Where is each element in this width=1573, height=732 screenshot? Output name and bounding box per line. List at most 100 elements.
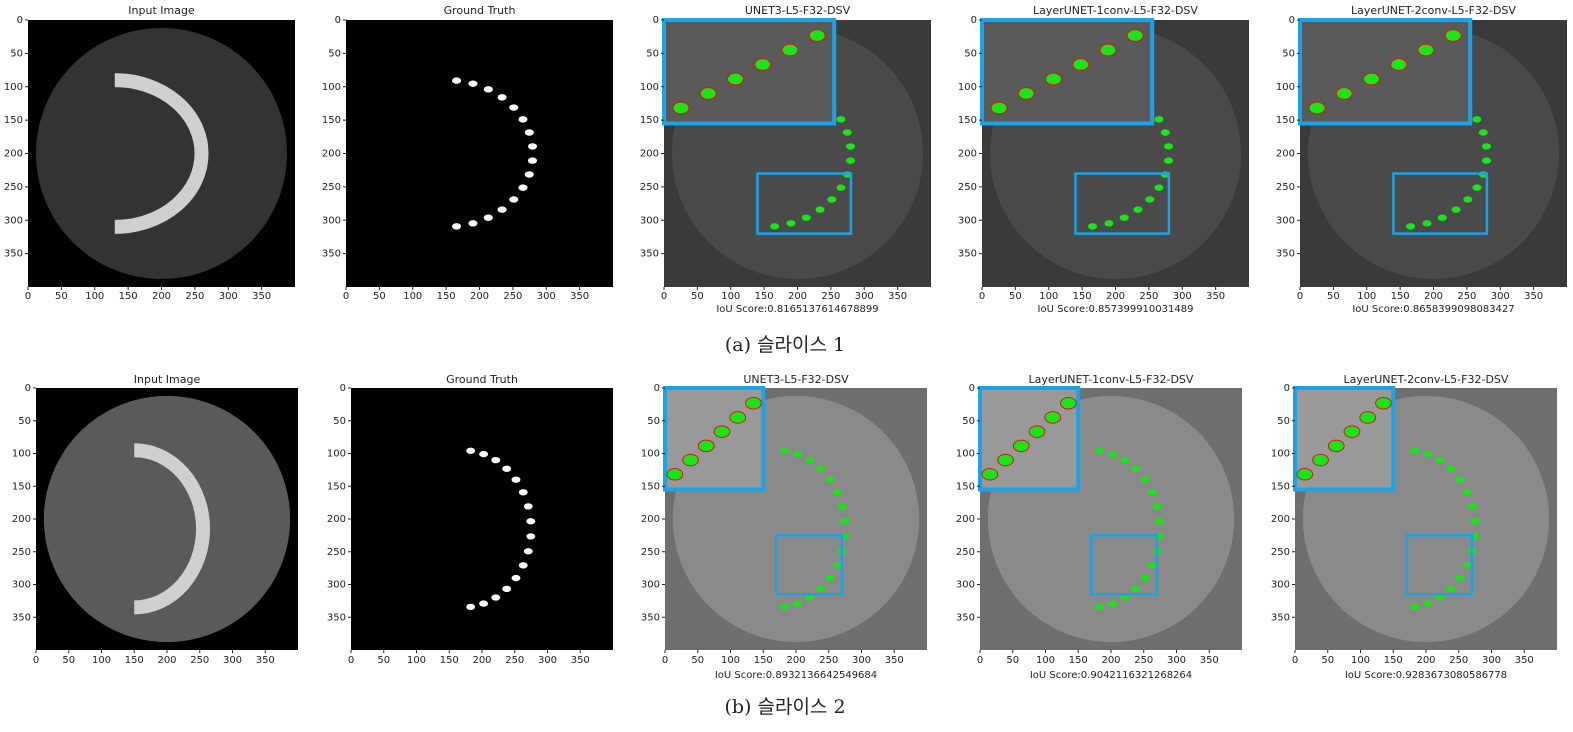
y-tick-label: 350 xyxy=(327,612,346,623)
tooth-zoom xyxy=(997,453,1014,467)
x-tick-label: 300 xyxy=(223,655,242,666)
y-tick-label: 300 xyxy=(956,580,975,591)
x-tick-label: 100 xyxy=(92,655,111,666)
x-tick-label: 0 xyxy=(662,655,668,666)
y-tick-label: 350 xyxy=(1271,612,1290,623)
tooth xyxy=(1104,220,1114,227)
x-tick-label: 300 xyxy=(538,655,557,666)
tooth-zoom xyxy=(1343,425,1361,438)
tooth xyxy=(780,447,790,454)
zoom-box xyxy=(1074,172,1171,235)
iou-score: IoU Score:0.9042116321268264 xyxy=(1030,670,1192,681)
tooth-zoom xyxy=(1390,58,1408,71)
tooth xyxy=(452,77,462,84)
tooth xyxy=(527,157,538,164)
y-tick-label: 100 xyxy=(1271,449,1290,460)
tooth xyxy=(502,465,512,472)
x-tick-label: 150 xyxy=(755,291,774,302)
tooth-zoom xyxy=(682,453,699,467)
y-tick-label: 0 xyxy=(654,383,660,394)
x-tick-label: 50 xyxy=(377,655,390,666)
tooth xyxy=(1152,503,1162,510)
y-tick-label: 200 xyxy=(956,514,975,525)
tooth-zoom xyxy=(713,425,731,438)
tooth xyxy=(1154,116,1164,123)
tooth-zoom xyxy=(1359,411,1377,424)
x-tick-label: 350 xyxy=(1200,655,1219,666)
tooth xyxy=(497,94,507,101)
y-tick-label: 150 xyxy=(327,481,346,492)
y-tick-label: 150 xyxy=(12,481,31,492)
y-tick-label: 250 xyxy=(640,182,659,193)
tooth xyxy=(518,562,528,569)
panel-title: Ground Truth xyxy=(446,373,518,386)
x-tick-label: 300 xyxy=(852,655,871,666)
tooth xyxy=(786,220,796,227)
x-tick-label: 250 xyxy=(1457,291,1476,302)
tooth xyxy=(468,220,478,227)
tooth-zoom xyxy=(754,58,772,71)
y-tick-label: 100 xyxy=(4,82,23,93)
tooth xyxy=(836,184,846,191)
tooth xyxy=(801,214,811,221)
tooth-zoom xyxy=(990,101,1008,115)
x-tick-label: 250 xyxy=(1139,291,1158,302)
tooth xyxy=(1131,465,1141,472)
tooth xyxy=(524,129,534,136)
x-tick-label: 250 xyxy=(505,655,524,666)
y-tick-label: 0 xyxy=(969,383,975,394)
x-tick-label: 300 xyxy=(537,291,556,302)
tooth xyxy=(837,503,847,510)
tooth xyxy=(1455,476,1465,483)
y-tick-label: 0 xyxy=(971,15,977,26)
tooth xyxy=(832,489,842,496)
x-tick-label: 350 xyxy=(256,655,275,666)
tooth xyxy=(1435,456,1445,464)
y-tick-label: 250 xyxy=(956,547,975,558)
y-tick-label: 300 xyxy=(327,580,346,591)
y-tick-label: 200 xyxy=(327,514,346,525)
x-tick-label: 250 xyxy=(1134,655,1153,666)
zoom-box xyxy=(775,534,844,596)
tooth-zoom xyxy=(981,468,999,481)
y-tick-label: 300 xyxy=(1276,215,1295,226)
tooth xyxy=(509,196,519,203)
panel-title: UNET3-L5-F32-DSV xyxy=(745,4,851,17)
tooth-zoom xyxy=(666,468,684,481)
tooth xyxy=(1435,594,1445,601)
y-tick-label: 150 xyxy=(1271,481,1290,492)
x-tick-label: 200 xyxy=(1101,655,1120,666)
y-tick-label: 300 xyxy=(1271,580,1290,591)
iou-score: IoU Score:0.8165137614678899 xyxy=(716,304,878,315)
tooth xyxy=(491,456,501,464)
tooth xyxy=(511,574,521,582)
tooth xyxy=(805,594,815,601)
y-tick-label: 100 xyxy=(958,82,977,93)
tooth xyxy=(816,585,826,593)
x-tick-label: 250 xyxy=(821,291,840,302)
x-tick-label: 0 xyxy=(979,291,985,302)
x-tick-label: 0 xyxy=(1292,655,1298,666)
x-tick-label: 150 xyxy=(437,291,456,302)
y-tick-label: 0 xyxy=(1284,383,1290,394)
tooth xyxy=(1455,574,1465,582)
tooth-zoom xyxy=(699,87,717,100)
y-tick-label: 100 xyxy=(641,449,660,460)
y-tick-label: 300 xyxy=(12,580,31,591)
x-tick-label: 0 xyxy=(348,655,354,666)
tooth xyxy=(1095,603,1105,610)
x-tick-label: 150 xyxy=(1391,291,1410,302)
tooth xyxy=(1446,585,1456,593)
iou-score: IoU Score:0.8932136642549684 xyxy=(715,670,877,681)
y-tick-label: 250 xyxy=(1271,547,1290,558)
panel: LayerUNET-1conv-L5-F32-DSV IoU Score:0.85… xyxy=(958,4,1249,315)
x-tick-label: 100 xyxy=(1351,655,1370,666)
tooth xyxy=(518,116,528,123)
y-tick-label: 100 xyxy=(640,82,659,93)
y-tick-label: 200 xyxy=(641,514,660,525)
panel: LayerUNET-2conv-L5-F32-DSV IoU Score:0.86… xyxy=(1276,4,1567,315)
y-tick-label: 300 xyxy=(640,215,659,226)
panel: UNET3-L5-F32-DSV IoU Score:0.893213664254… xyxy=(641,373,927,681)
tooth-zoom xyxy=(1099,43,1117,57)
tooth-zoom xyxy=(697,439,715,453)
